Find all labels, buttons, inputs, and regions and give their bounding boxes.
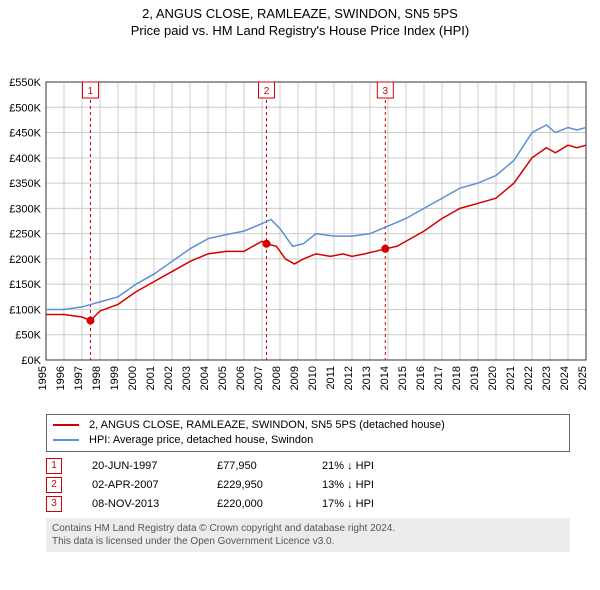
svg-text:2019: 2019	[469, 366, 481, 390]
svg-text:1995: 1995	[37, 366, 49, 390]
svg-text:2002: 2002	[163, 366, 175, 390]
svg-text:1: 1	[88, 86, 94, 97]
svg-text:2017: 2017	[433, 366, 445, 390]
svg-text:2008: 2008	[271, 366, 283, 390]
legend-label: 2, ANGUS CLOSE, RAMLEAZE, SWINDON, SN5 5…	[89, 418, 445, 433]
chart-title: 2, ANGUS CLOSE, RAMLEAZE, SWINDON, SN5 5…	[0, 0, 600, 40]
svg-text:1996: 1996	[55, 366, 67, 390]
svg-text:2000: 2000	[127, 366, 139, 390]
svg-text:1998: 1998	[91, 366, 103, 390]
legend-label: HPI: Average price, detached house, Swin…	[89, 433, 313, 448]
event-pct: 17% ↓ HPI	[322, 498, 374, 510]
event-date: 20-JUN-1997	[92, 460, 187, 472]
event-pct: 13% ↓ HPI	[322, 479, 374, 491]
svg-text:2005: 2005	[217, 366, 229, 390]
svg-text:£500K: £500K	[9, 102, 41, 114]
svg-text:2009: 2009	[289, 366, 301, 390]
svg-text:£450K: £450K	[9, 128, 41, 140]
event-price: £229,950	[217, 479, 292, 491]
event-price: £77,950	[217, 460, 292, 472]
event-row: 1 20-JUN-1997 £77,950 21% ↓ HPI	[46, 458, 570, 474]
svg-text:£550K: £550K	[9, 77, 41, 89]
svg-text:2004: 2004	[199, 366, 211, 390]
legend-swatch	[53, 424, 79, 426]
footnote-line: Contains HM Land Registry data © Crown c…	[52, 522, 564, 535]
svg-text:£200K: £200K	[9, 254, 41, 266]
legend-item: 2, ANGUS CLOSE, RAMLEAZE, SWINDON, SN5 5…	[53, 418, 563, 433]
event-row: 3 08-NOV-2013 £220,000 17% ↓ HPI	[46, 496, 570, 512]
title-line-2: Price paid vs. HM Land Registry's House …	[0, 23, 600, 38]
svg-text:£50K: £50K	[15, 330, 41, 342]
svg-text:£300K: £300K	[9, 203, 41, 215]
event-price: £220,000	[217, 498, 292, 510]
title-line-1: 2, ANGUS CLOSE, RAMLEAZE, SWINDON, SN5 5…	[0, 6, 600, 21]
svg-text:2016: 2016	[415, 366, 427, 390]
svg-text:£100K: £100K	[9, 304, 41, 316]
svg-text:£350K: £350K	[9, 178, 41, 190]
event-date: 02-APR-2007	[92, 479, 187, 491]
event-marker-box: 3	[46, 496, 62, 512]
svg-text:2003: 2003	[181, 366, 193, 390]
svg-text:2: 2	[264, 86, 270, 97]
svg-text:£150K: £150K	[9, 279, 41, 291]
svg-text:2021: 2021	[505, 366, 517, 390]
svg-text:2014: 2014	[379, 366, 391, 390]
event-row: 2 02-APR-2007 £229,950 13% ↓ HPI	[46, 477, 570, 493]
svg-text:1997: 1997	[73, 366, 85, 390]
svg-text:2018: 2018	[451, 366, 463, 390]
svg-text:2025: 2025	[577, 366, 589, 390]
event-pct: 21% ↓ HPI	[322, 460, 374, 472]
event-marker-box: 1	[46, 458, 62, 474]
legend-swatch	[53, 439, 79, 441]
svg-text:1999: 1999	[109, 366, 121, 390]
svg-text:2001: 2001	[145, 366, 157, 390]
svg-text:2010: 2010	[307, 366, 319, 390]
svg-text:2022: 2022	[523, 366, 535, 390]
svg-text:2013: 2013	[361, 366, 373, 390]
footnote: Contains HM Land Registry data © Crown c…	[46, 518, 570, 552]
events-table: 1 20-JUN-1997 £77,950 21% ↓ HPI 2 02-APR…	[46, 458, 570, 512]
event-date: 08-NOV-2013	[92, 498, 187, 510]
svg-text:£250K: £250K	[9, 229, 41, 241]
svg-text:2024: 2024	[559, 366, 571, 390]
svg-text:2020: 2020	[487, 366, 499, 390]
svg-text:£0K: £0K	[21, 355, 41, 367]
legend-item: HPI: Average price, detached house, Swin…	[53, 433, 563, 448]
footnote-line: This data is licensed under the Open Gov…	[52, 535, 564, 548]
svg-text:2023: 2023	[541, 366, 553, 390]
svg-text:2006: 2006	[235, 366, 247, 390]
svg-text:£400K: £400K	[9, 153, 41, 165]
legend: 2, ANGUS CLOSE, RAMLEAZE, SWINDON, SN5 5…	[46, 414, 570, 452]
event-marker-box: 2	[46, 477, 62, 493]
svg-text:3: 3	[383, 86, 389, 97]
svg-text:2011: 2011	[325, 366, 337, 390]
svg-text:2012: 2012	[343, 366, 355, 390]
svg-text:2015: 2015	[397, 366, 409, 390]
svg-text:2007: 2007	[253, 366, 265, 390]
price-chart: £0K £50K £100K £150K £200K £250K £300K £350K £40…	[0, 40, 600, 410]
